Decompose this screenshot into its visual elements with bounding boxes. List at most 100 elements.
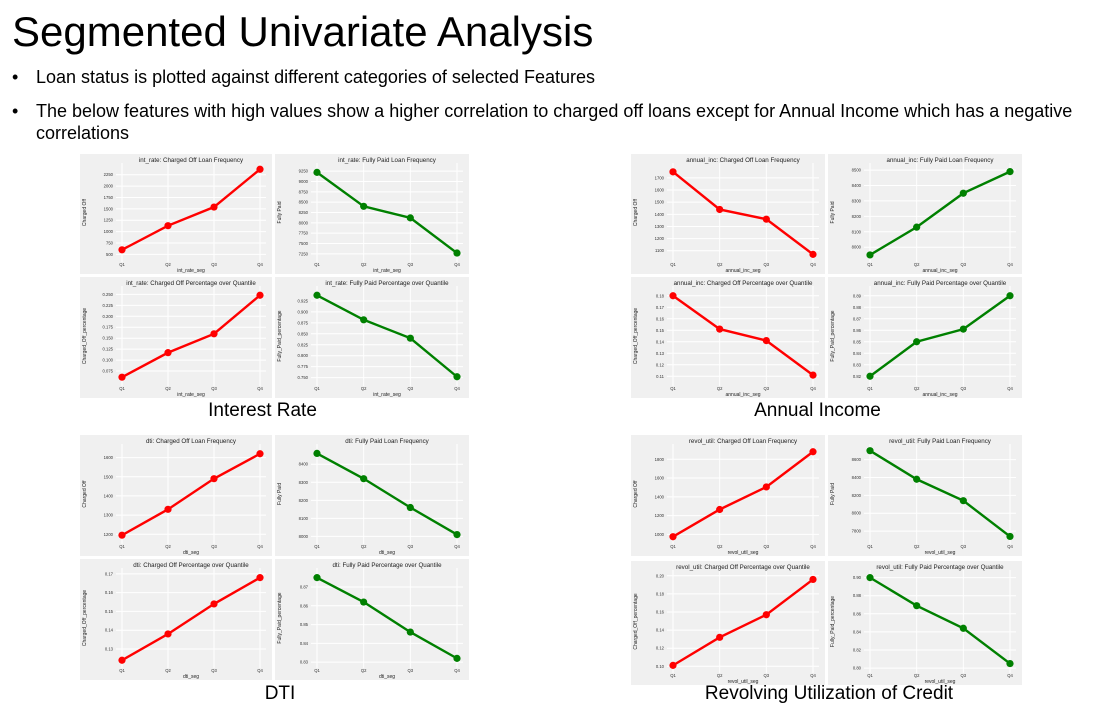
y-tick-label: 0.87 bbox=[853, 316, 862, 321]
data-point bbox=[959, 189, 967, 197]
y-axis-label: Fully Paid bbox=[830, 483, 836, 505]
data-point bbox=[913, 338, 921, 346]
data-point bbox=[913, 475, 921, 483]
chart-svg: 7250 7500 7750 8000 8250 8500 8750 9000 9250 Q1 Q2… bbox=[277, 157, 463, 274]
data-point bbox=[809, 575, 817, 584]
chart-svg: 0.11 0.12 0.13 0.14 0.15 0.16 0.17 0.18 Q1 Q2 Q3 Q4… bbox=[633, 280, 819, 398]
y-tick-label: 500 bbox=[106, 252, 114, 257]
y-tick-label: 1000 bbox=[655, 532, 665, 537]
y-tick-label: 1100 bbox=[655, 248, 665, 253]
chart-title: revol_util: Charged Off Loan Frequency bbox=[689, 438, 798, 445]
y-tick-label: 0.82 bbox=[853, 648, 862, 653]
y-tick-label: 0.86 bbox=[853, 611, 862, 616]
y-tick-label: 0.84 bbox=[853, 351, 862, 356]
y-axis-label: Charged Off bbox=[82, 198, 88, 226]
bullet-item: The below features with high values show… bbox=[12, 100, 1092, 144]
series-line bbox=[121, 168, 261, 251]
y-tick-label: 1300 bbox=[655, 224, 665, 229]
data-point bbox=[716, 505, 724, 514]
y-tick-label: 0.85 bbox=[300, 622, 309, 627]
y-tick-label: 1750 bbox=[104, 195, 114, 200]
y-tick-label: 8100 bbox=[852, 229, 862, 234]
y-tick-label: 0.11 bbox=[656, 374, 665, 379]
y-tick-label: 0.15 bbox=[656, 328, 665, 333]
x-tick-label: Q1 bbox=[670, 262, 676, 267]
data-point bbox=[118, 373, 126, 381]
group-label-dti: DTI bbox=[264, 683, 296, 704]
x-tick-label: Q3 bbox=[211, 262, 217, 267]
x-tick-label: Q4 bbox=[1007, 262, 1013, 267]
data-point bbox=[716, 325, 724, 333]
data-point bbox=[406, 628, 414, 636]
x-tick-label: Q3 bbox=[961, 386, 967, 391]
x-tick-label: Q4 bbox=[1007, 673, 1013, 678]
y-tick-label: 0.900 bbox=[298, 309, 309, 314]
y-tick-label: 0.87 bbox=[300, 585, 309, 590]
x-axis-label: int_rate_seg bbox=[177, 392, 205, 398]
y-tick-label: 0.800 bbox=[298, 353, 309, 358]
y-tick-label: 0.86 bbox=[853, 328, 862, 333]
series-line bbox=[672, 450, 814, 538]
x-tick-label: Q3 bbox=[408, 262, 414, 267]
group-annual-income: 1100 1200 1300 1400 1500 1600 1700 Q1 Q2 Q3 Q4 annu… bbox=[631, 154, 1022, 398]
y-tick-label: 8200 bbox=[852, 214, 862, 219]
chart-title: annual_inc: Fully Paid Loan Frequency bbox=[887, 157, 995, 164]
x-tick-label: Q1 bbox=[119, 262, 125, 267]
data-point bbox=[453, 530, 461, 539]
y-tick-label: 8500 bbox=[299, 200, 309, 205]
chart-panel: 8000 8100 8200 8300 8400 Q1 Q2 Q3 Q4 dti: Fully P… bbox=[275, 435, 469, 556]
y-tick-label: 8000 bbox=[852, 511, 862, 516]
y-axis-label: Charged Off bbox=[82, 480, 88, 508]
data-point bbox=[256, 450, 264, 458]
x-axis-label: dti_seg bbox=[183, 550, 199, 556]
chart-title: dti: Charged Off Percentage over Quantil… bbox=[133, 562, 249, 569]
chart-panel: 0.10 0.12 0.14 0.16 0.18 0.20 Q1 Q2 Q3 Q4 revol_ut… bbox=[631, 561, 825, 685]
x-tick-label: Q1 bbox=[670, 544, 676, 549]
x-tick-label: Q2 bbox=[165, 386, 171, 391]
y-tick-label: 0.175 bbox=[103, 325, 114, 330]
chart-title: int_rate: Charged Off Percentage over Qu… bbox=[126, 280, 256, 287]
data-point bbox=[164, 505, 172, 513]
chart-title: annual_inc: Charged Off Percentage over … bbox=[674, 280, 813, 287]
y-tick-label: 1200 bbox=[655, 513, 665, 518]
x-tick-label: Q1 bbox=[314, 544, 320, 549]
x-tick-label: Q4 bbox=[454, 262, 460, 267]
y-tick-label: 0.89 bbox=[853, 293, 862, 298]
y-tick-label: 8250 bbox=[299, 210, 309, 215]
y-tick-label: 0.16 bbox=[656, 610, 665, 615]
y-tick-label: 0.90 bbox=[853, 575, 862, 580]
y-tick-label: 8300 bbox=[852, 198, 862, 203]
data-point bbox=[256, 291, 264, 299]
chart-svg: 7800 8000 8200 8400 8600 Q1 Q2 Q3 Q4 revol_util: … bbox=[830, 438, 1016, 556]
chart-panel: 0.750 0.775 0.800 0.825 0.850 0.875 0.900 0.925… bbox=[275, 277, 469, 398]
x-tick-label: Q3 bbox=[764, 544, 770, 549]
data-point bbox=[313, 574, 321, 582]
y-tick-label: 0.80 bbox=[853, 666, 862, 671]
y-axis-label: Fully_Paid_percentage bbox=[830, 310, 836, 361]
y-tick-label: 2000 bbox=[104, 184, 114, 189]
x-axis-label: revol_util_seg bbox=[925, 679, 956, 685]
y-axis-label: Fully_Paid_percentage bbox=[830, 596, 836, 647]
series-line bbox=[316, 171, 458, 254]
data-point bbox=[360, 598, 368, 606]
y-tick-label: 0.83 bbox=[300, 660, 309, 665]
x-axis-label: dti_seg bbox=[379, 674, 395, 680]
y-tick-label: 0.18 bbox=[656, 591, 665, 596]
chart-panel: 0.11 0.12 0.13 0.14 0.15 0.16 0.17 0.18 Q1 Q2 Q3 Q4… bbox=[631, 277, 825, 398]
chart-title: dti: Fully Paid Percentage over Quantile bbox=[332, 562, 442, 569]
chart-title: annual_inc: Fully Paid Percentage over Q… bbox=[874, 280, 1007, 287]
y-tick-label: 0.84 bbox=[300, 641, 309, 646]
data-point bbox=[762, 337, 770, 345]
y-tick-label: 2250 bbox=[104, 172, 114, 177]
data-point bbox=[256, 165, 264, 173]
data-point bbox=[360, 475, 368, 483]
x-tick-label: Q1 bbox=[119, 544, 125, 549]
y-tick-label: 0.825 bbox=[298, 342, 309, 347]
chart-svg: 0.075 0.100 0.125 0.150 0.175 0.200 0.225 0.250… bbox=[82, 280, 266, 398]
chart-panel: 500 750 1000 1250 1500 1750 2000 2250 Q1 Q2 Q3 Q4 in… bbox=[80, 154, 272, 274]
y-tick-label: 0.850 bbox=[298, 331, 309, 336]
chart-svg: 0.83 0.84 0.85 0.86 0.87 Q1 Q2 Q3 Q4 dti: Fully P… bbox=[277, 562, 463, 680]
data-point bbox=[360, 316, 368, 324]
x-tick-label: Q2 bbox=[717, 544, 723, 549]
y-tick-label: 8000 bbox=[299, 220, 309, 225]
